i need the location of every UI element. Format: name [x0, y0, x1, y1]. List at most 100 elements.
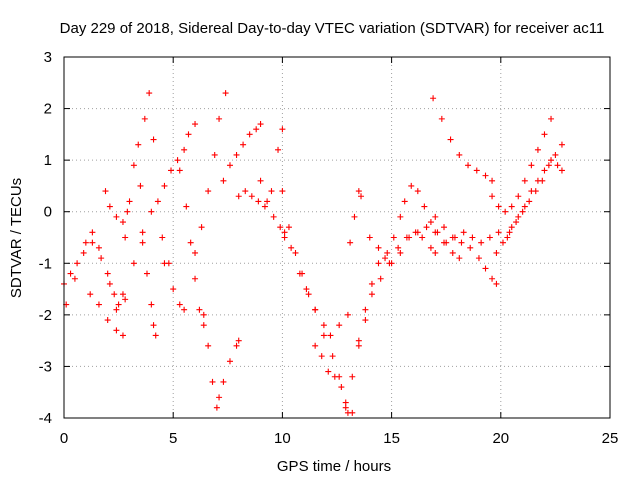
data-point: [482, 265, 489, 272]
data-point: [95, 244, 102, 251]
data-point: [342, 404, 349, 411]
data-point: [489, 275, 496, 282]
data-point: [209, 378, 216, 385]
data-point: [183, 203, 190, 210]
series-track-12: [192, 90, 229, 256]
data-point: [275, 146, 282, 153]
data-point: [205, 342, 212, 349]
data-point: [257, 177, 264, 184]
data-point: [137, 182, 144, 189]
data-point: [397, 213, 404, 220]
series-track-6: [137, 90, 168, 267]
data-point: [320, 322, 327, 329]
data-point: [130, 260, 137, 267]
data-point: [165, 260, 172, 267]
data-point: [499, 239, 506, 246]
data-point: [89, 239, 96, 246]
data-point: [432, 249, 439, 256]
data-point: [408, 182, 415, 189]
data-point: [176, 167, 183, 174]
data-point: [388, 260, 395, 267]
grid-layer: [64, 57, 610, 418]
data-point: [305, 291, 312, 298]
data-point: [281, 229, 288, 236]
series-track-8: [159, 234, 188, 313]
data-point: [111, 291, 118, 298]
data-point: [390, 234, 397, 241]
data-point: [508, 203, 515, 210]
data-point: [148, 208, 155, 215]
data-point: [375, 244, 382, 251]
series-track-20: [347, 188, 365, 246]
data-point: [113, 327, 120, 334]
series-track-4: [102, 188, 131, 226]
data-point: [329, 353, 336, 360]
data-point: [355, 342, 362, 349]
data-point: [469, 234, 476, 241]
data-point: [161, 182, 168, 189]
data-point: [419, 234, 426, 241]
data-point: [493, 249, 500, 256]
data-point: [351, 213, 358, 220]
series-track-15: [257, 177, 288, 241]
data-point: [362, 317, 369, 324]
data-point: [478, 239, 485, 246]
data-point: [303, 286, 310, 293]
data-point: [222, 90, 229, 97]
data-point: [281, 234, 288, 241]
data-point: [528, 188, 535, 195]
data-point: [534, 177, 541, 184]
data-point: [541, 167, 548, 174]
data-point: [347, 239, 354, 246]
data-point: [519, 208, 526, 215]
data-point: [285, 224, 292, 231]
data-point: [434, 229, 441, 236]
data-point: [220, 177, 227, 184]
data-point: [414, 188, 421, 195]
data-point: [150, 136, 157, 143]
data-point: [152, 332, 159, 339]
data-point: [502, 208, 509, 215]
data-point: [548, 115, 555, 122]
series-track-1: [61, 208, 155, 308]
data-point: [71, 275, 78, 282]
data-point: [192, 275, 199, 282]
data-point: [192, 121, 199, 128]
data-point: [495, 229, 502, 236]
x-tick-label: 25: [602, 430, 619, 447]
ticks-layer: -4 -3 -2 -1 0 1 2 3 0 5 10 15 20 25: [39, 49, 619, 447]
data-point: [506, 229, 513, 236]
data-point: [355, 188, 362, 195]
data-point: [277, 224, 284, 231]
data-point: [82, 239, 89, 246]
data-point: [235, 337, 242, 344]
data-point: [196, 306, 203, 313]
data-point: [342, 399, 349, 406]
data-point: [233, 342, 240, 349]
data-point: [447, 136, 454, 143]
data-point: [198, 224, 205, 231]
points-layer: [61, 90, 565, 416]
data-point: [441, 224, 448, 231]
data-point: [279, 188, 286, 195]
data-point: [159, 234, 166, 241]
data-point: [377, 275, 384, 282]
plot-frame: [63, 56, 611, 419]
data-point: [513, 219, 520, 226]
y-tick-label: -3: [39, 358, 52, 375]
data-point: [489, 193, 496, 200]
data-point: [438, 115, 445, 122]
data-point: [493, 280, 500, 287]
data-point: [296, 270, 303, 277]
data-point: [268, 188, 275, 195]
data-point: [344, 409, 351, 416]
data-point: [113, 213, 120, 220]
data-point: [552, 151, 559, 158]
data-point: [554, 162, 561, 169]
data-point: [456, 255, 463, 262]
data-point: [541, 131, 548, 138]
y-tick-label: -1: [39, 255, 52, 272]
data-point: [279, 126, 286, 133]
data-point: [154, 198, 161, 205]
data-point: [106, 203, 113, 210]
